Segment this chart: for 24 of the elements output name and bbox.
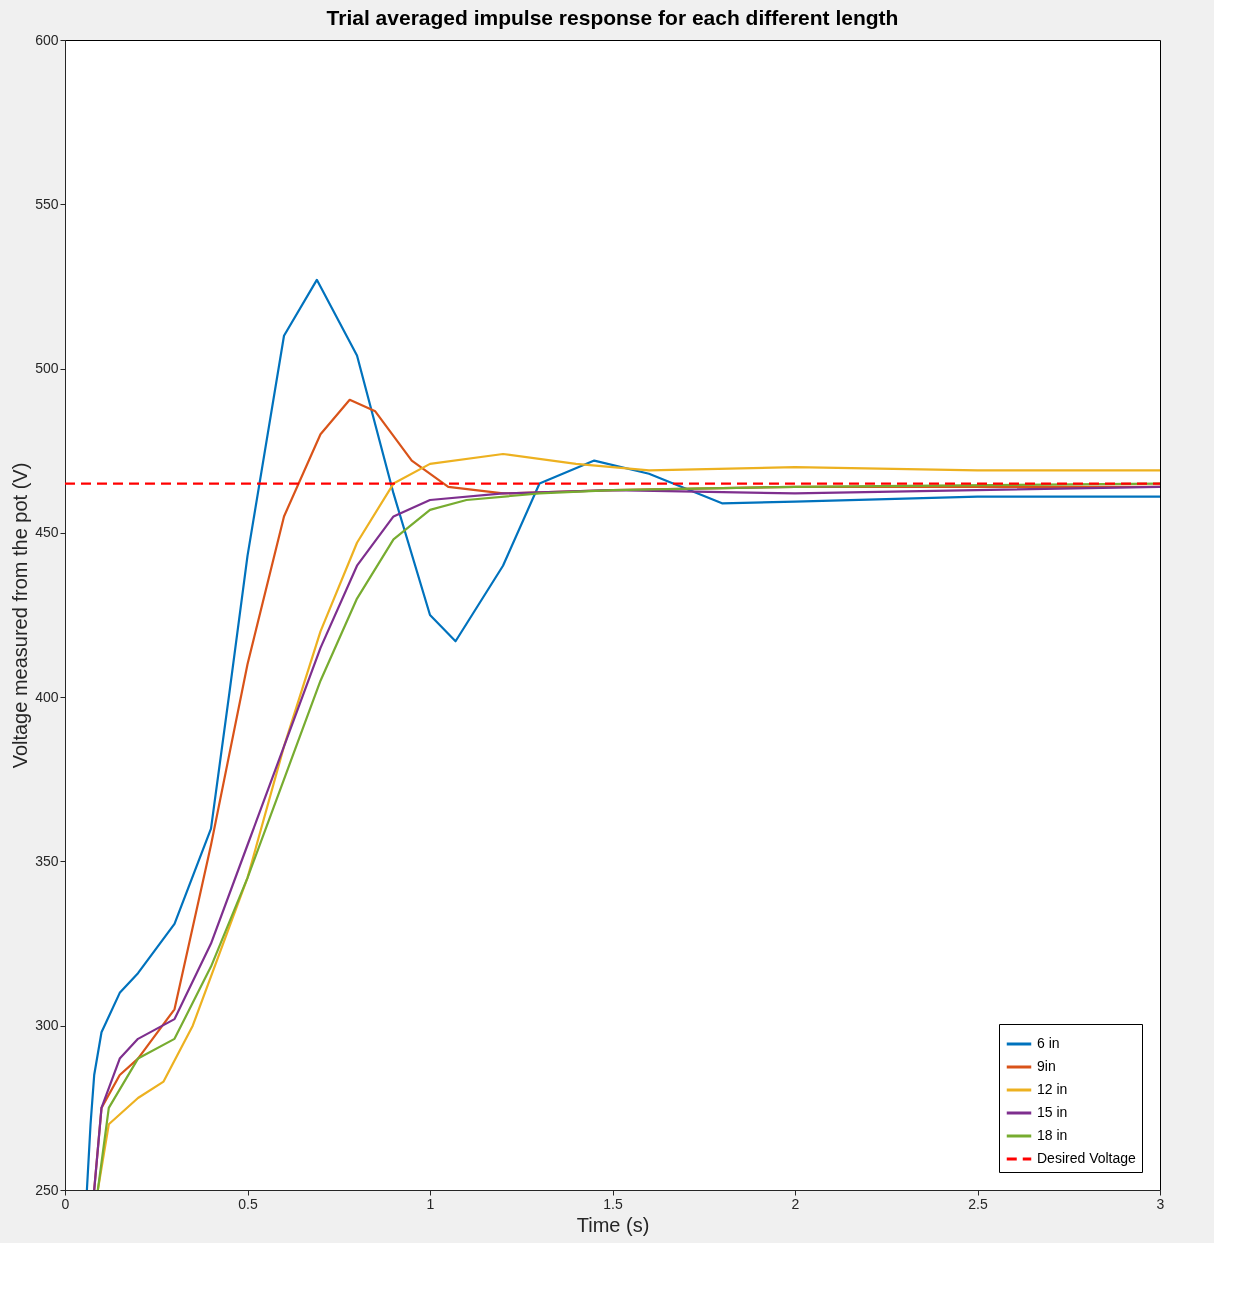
y-axis-title: Voltage measured from the pot (V) [9,462,32,769]
legend-label: 9in [1037,1058,1056,1074]
y-tick-label: 500 [35,360,59,377]
x-tick-label: 1 [426,1195,435,1212]
y-tick-label: 450 [35,524,59,541]
x-tick-label: 0 [61,1195,70,1212]
y-tick-label: 600 [35,31,59,48]
y-tick-label: 400 [35,688,59,705]
legend-label: Desired Voltage [1037,1150,1137,1166]
y-tick-label: 250 [35,1181,59,1198]
legend-label: 6 in [1037,1035,1060,1051]
y-tick-label: 300 [35,1017,59,1034]
legend-label: 15 in [1037,1104,1068,1120]
y-tick-label: 550 [35,195,59,212]
legend-label: 18 in [1037,1127,1068,1143]
legend-label: 12 in [1037,1081,1068,1097]
x-axis-title: Time (s) [576,1213,650,1236]
x-tick-label: 2.5 [968,1195,988,1212]
x-tick-label: 1.5 [603,1195,623,1212]
chart-title: Trial averaged impulse response for each different length [326,6,899,29]
x-tick-label: 3 [1156,1195,1165,1212]
y-tick-label: 350 [35,852,59,869]
x-tick-label: 2 [791,1195,800,1212]
x-tick-label: 0.5 [238,1195,258,1212]
